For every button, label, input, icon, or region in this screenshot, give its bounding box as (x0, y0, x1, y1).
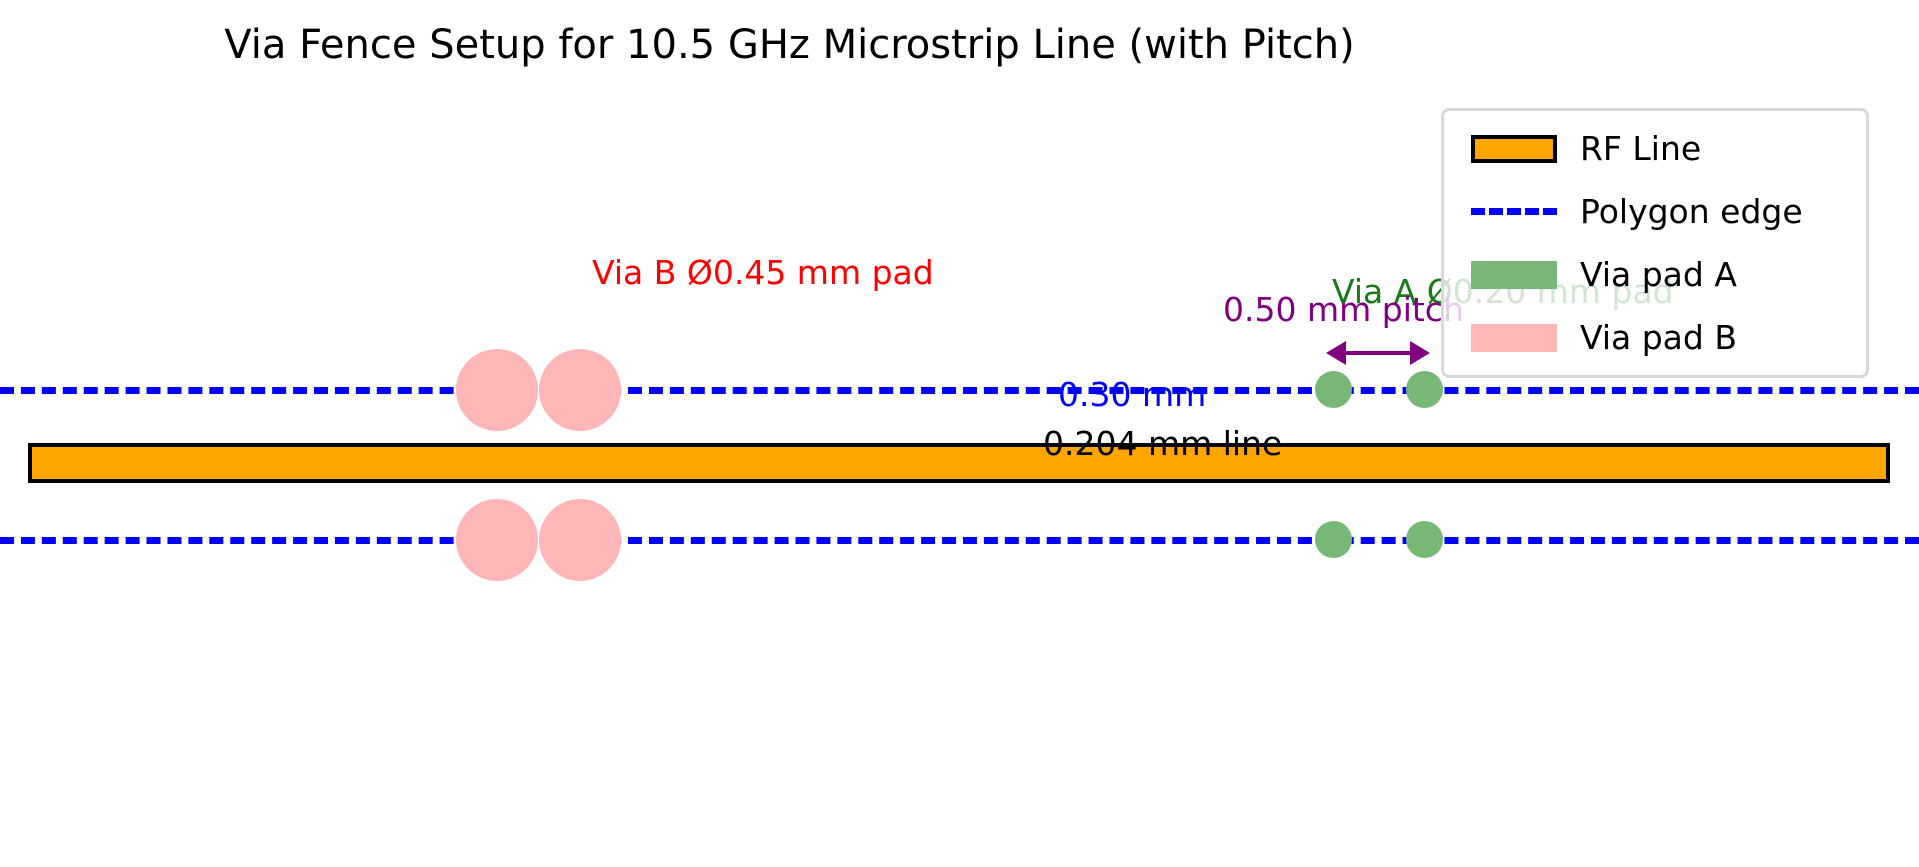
legend-item-via-pad-b: Via pad B (1444, 306, 1872, 369)
via-pad-a-top-1 (1315, 371, 1352, 408)
page-title: Via Fence Setup for 10.5 GHz Microstrip … (224, 22, 1355, 68)
legend-label-via-pad-a: Via pad A (1580, 255, 1737, 294)
dashed-line-swatch-icon (1466, 208, 1562, 215)
via-pad-b-top-2 (539, 349, 621, 431)
legend-item-polygon-edge: Polygon edge (1444, 180, 1872, 243)
pitch-arrow-icon (1326, 341, 1430, 365)
gap-label: 0.30 mm (1058, 375, 1207, 414)
pitch-label: 0.50 mm pitch (1223, 290, 1464, 329)
via-pad-a-bottom-2 (1406, 521, 1443, 558)
legend-box: RF Line Polygon edge Via pad A Via pad B (1441, 108, 1869, 378)
legend-item-via-pad-a: Via pad A (1444, 243, 1872, 306)
polygon-edge-bottom (0, 537, 1919, 544)
via-pad-b-bottom-2 (539, 499, 621, 581)
via-pad-a-top-2 (1406, 371, 1443, 408)
rf-line-rect (28, 443, 1890, 483)
via-pad-a-bottom-1 (1315, 521, 1352, 558)
line-width-label: 0.204 mm line (1043, 424, 1283, 463)
legend-label-polygon-edge: Polygon edge (1580, 192, 1803, 231)
via-pad-b-top-1 (456, 349, 538, 431)
rf-line-swatch-icon (1466, 134, 1562, 163)
legend-item-rf-line: RF Line (1444, 117, 1872, 180)
via-b-pad-label: Via B Ø0.45 mm pad (592, 253, 934, 292)
legend-label-rf-line: RF Line (1580, 129, 1702, 168)
pink-patch-swatch-icon (1466, 323, 1562, 352)
legend-label-via-pad-b: Via pad B (1580, 318, 1737, 357)
via-pad-b-bottom-1 (456, 499, 538, 581)
green-patch-swatch-icon (1466, 260, 1562, 289)
polygon-edge-top (0, 387, 1919, 394)
